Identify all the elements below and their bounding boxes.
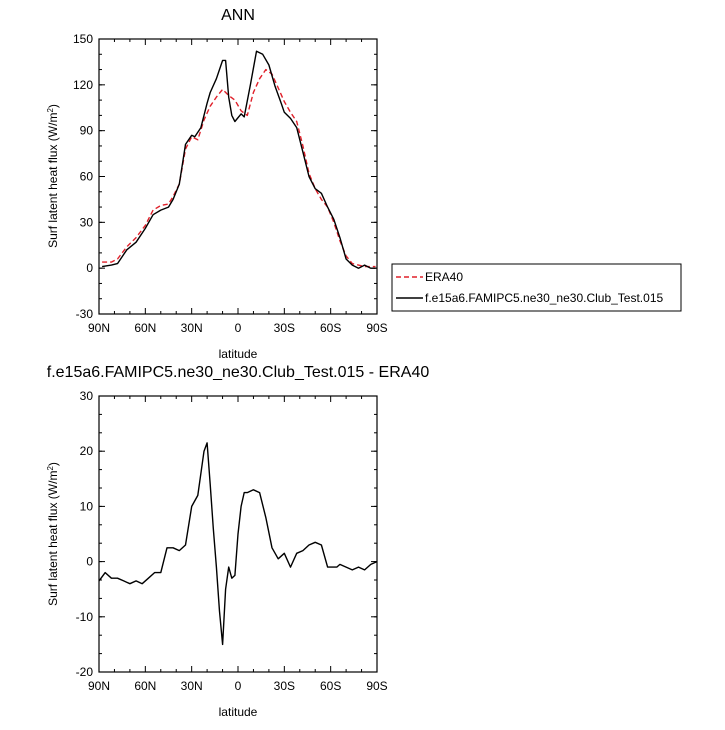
top-y-tick-label: -30 xyxy=(76,307,94,321)
top-series-line-f-e15a6-famipc5-ne30-ne30-club-test-015 xyxy=(101,50,376,269)
top-y-tick-label: 120 xyxy=(73,78,93,92)
top-y-tick-label: 60 xyxy=(80,170,94,184)
bottom-y-tick-label: 20 xyxy=(80,444,94,458)
top-y-tick-label: 30 xyxy=(80,215,94,229)
bottom-y-axis-label: Surf latent heat flux (W/m2) xyxy=(46,462,61,606)
top-x-axis-label: latitude xyxy=(219,347,258,361)
bottom-x-tick-label: 60S xyxy=(320,679,341,693)
bottom-panel: f.e15a6.FAMIPC5.ne30_ne30.Club_Test.015 … xyxy=(46,364,430,719)
top-plot-frame xyxy=(98,38,378,315)
top-panel: ANN 90N 60N 30N 0 30S 60S 90S-300306090120150 … xyxy=(46,7,388,361)
legend: ERA40 f.e15a6.FAMIPC5.ne30_ne30.Club_Tes… xyxy=(391,263,682,312)
bottom-plot-frame xyxy=(98,395,378,673)
bottom-y-tick-label: -20 xyxy=(76,665,94,679)
bottom-x-tick-label: 30N xyxy=(181,679,203,693)
top-x-tick-label: 30N xyxy=(181,321,203,335)
bottom-x-tick-label: 60N xyxy=(134,679,156,693)
top-x-tick-label: 60S xyxy=(320,321,341,335)
top-plot-area: 90N 60N 30N 0 30S 60S 90S -30 0 30 60 90 120 150 xyxy=(73,32,388,335)
top-x-tick-label: 60N xyxy=(134,321,156,335)
bottom-plot-area: 90N 60N 30N 0 30S 60S 90S -20 -10 0 10 20 30 xyxy=(76,389,388,693)
legend-entry-era40: ERA40 xyxy=(425,270,463,284)
top-chart-title: ANN xyxy=(221,7,255,24)
bottom-x-axis-label: latitude xyxy=(219,705,258,719)
bottom-chart-title: f.e15a6.FAMIPC5.ne30_ne30.Club_Test.015 … xyxy=(47,364,430,381)
top-x-tick-label: 0 xyxy=(235,321,242,335)
top-y-axis-label: Surf latent heat flux (W/m2) xyxy=(46,104,61,248)
bottom-series-line-difference xyxy=(98,442,378,646)
top-x-tick-label: 90S xyxy=(366,321,387,335)
top-x-tick-label: 90N xyxy=(88,321,110,335)
bottom-y-tick-label: 10 xyxy=(80,499,94,513)
top-series-line-era40 xyxy=(102,68,376,268)
top-x-tick-label: 30S xyxy=(274,321,295,335)
bottom-y-tick-label: -10 xyxy=(76,610,94,624)
top-y-tick-label: 0 xyxy=(86,261,93,275)
legend-box xyxy=(391,263,682,312)
bottom-x-tick-label: 90N xyxy=(88,679,110,693)
legend-entry-model: f.e15a6.FAMIPC5.ne30_ne30.Club_Test.015 xyxy=(425,291,663,305)
bottom-y-tick-label: 30 xyxy=(80,389,94,403)
bottom-x-tick-label: 30S xyxy=(274,679,295,693)
bottom-y-tick-label: 0 xyxy=(86,555,93,569)
bottom-x-tick-label: 90S xyxy=(366,679,387,693)
top-y-tick-label: 150 xyxy=(73,32,93,46)
bottom-x-tick-label: 0 xyxy=(235,679,242,693)
top-y-tick-label: 90 xyxy=(80,124,94,138)
